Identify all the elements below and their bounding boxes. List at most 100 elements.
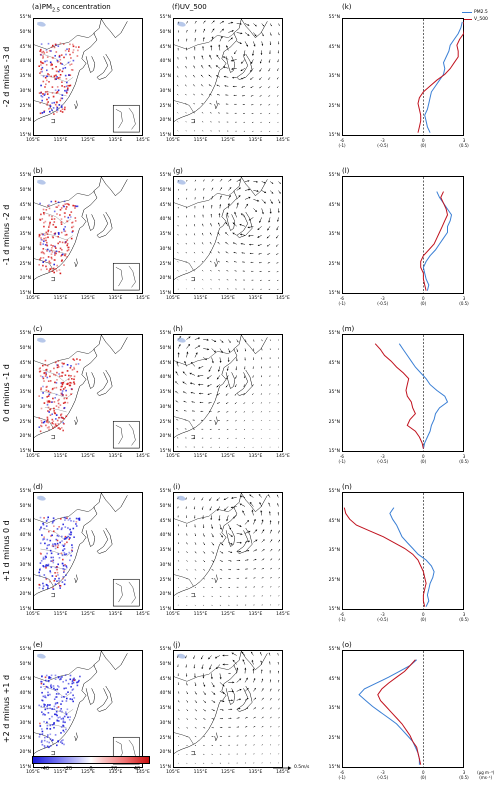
uv500-map-lon-tick: 105°E: [166, 770, 180, 775]
profile-lat-tick: 55°N: [328, 331, 340, 336]
pm25-map-lon-tick: 105°E: [26, 296, 40, 301]
pm25-map-lat-tick: 45°N: [19, 360, 31, 366]
pm25-map-lon-tick: 145°E: [136, 296, 150, 301]
uv500-wind-map: [174, 19, 280, 132]
uv500-map-lon-tick: 105°E: [166, 612, 180, 617]
profile-x-tick-bottom: (-1): [338, 617, 346, 622]
uv500-map-lat-tick: 15°N: [159, 291, 171, 296]
profile-lat-tick: 45°N: [328, 518, 340, 524]
profile-x-tick-bottom: (0.5): [459, 617, 469, 622]
uv500-map-lat-tick: 15°N: [159, 765, 171, 770]
uv500-map-lat-tick: 30°N: [159, 246, 171, 252]
profile-x-tick-bottom: (0.5): [459, 459, 469, 464]
pm25-map-lat-tick: 25°N: [19, 735, 31, 741]
profile-lat-tick: 45°N: [328, 44, 340, 50]
profile-units-wind: (ms⁻¹): [479, 775, 493, 780]
profile-x-tick-top: 0: [422, 454, 425, 459]
pm25-map-lon-tick: 115°E: [53, 770, 68, 775]
profile-x-tick: -3 (-0.5): [377, 138, 388, 148]
pm25-map-lat-tick: 30°N: [19, 562, 31, 568]
pm25-map-lat-tick: 25°N: [19, 577, 31, 583]
uv500-map-lon-tick: 115°E: [193, 612, 208, 617]
uv500-map-lat-tick: 35°N: [159, 548, 171, 553]
profile-lat-tick: 55°N: [328, 173, 340, 178]
pm25-map-lat-tick: 25°N: [19, 419, 31, 425]
profile-x-tick-top: 3: [462, 770, 466, 775]
profile-x-tick-top: 3: [462, 296, 466, 301]
profile-x-tick-bottom: (-0.5): [377, 301, 389, 306]
profile-x-tick: -6 (-1): [338, 612, 345, 622]
pm25-profile-line: [424, 21, 463, 133]
uv500-map-lat-tick: 25°N: [159, 735, 171, 741]
panel-letter: (i): [173, 483, 181, 491]
profile-x-tick-bottom: (-1): [338, 143, 346, 148]
pm25-map-lon-tick: 135°E: [108, 454, 123, 459]
pm25-map-lon-tick: 125°E: [81, 770, 95, 775]
pm25-map-panel: [33, 334, 143, 452]
profile-x-tick-bottom: (-1): [338, 775, 346, 780]
profile-x-tick: 0 (0): [420, 138, 426, 148]
pm25-map-lat-tick: 15°N: [19, 291, 31, 296]
pm25-map-lat-tick: 35°N: [19, 706, 31, 711]
uv500-map-lon-tick: 105°E: [166, 454, 180, 459]
pm25-map-lat-tick: 45°N: [19, 202, 31, 208]
title-uv500-column: (f)UV_500: [172, 3, 207, 11]
pm25-map-lat-tick: 55°N: [19, 489, 31, 494]
uv500-map-lat-tick: 45°N: [159, 360, 171, 366]
row-label: +2 d minus +1 d: [2, 674, 11, 744]
uv500-map-lat-tick: 50°N: [159, 345, 171, 351]
profile-x-tick-bottom: (-0.5): [377, 143, 389, 148]
pm25-map-lon-tick: 135°E: [108, 296, 123, 301]
pm25-map-lon-tick: 105°E: [26, 770, 40, 775]
uv500-wind-map: [174, 651, 280, 764]
pm25-map-lat-tick: 40°N: [19, 533, 31, 539]
profile-lat-tick: 35°N: [328, 74, 340, 79]
profile-panel: [342, 492, 464, 610]
pm25-map-lat-tick: 30°N: [19, 720, 31, 726]
profile-x-tick-top: 0: [422, 296, 425, 301]
profile-x-tick-top: -3: [380, 770, 385, 775]
profile-x-tick-bottom: (0.5): [459, 301, 469, 306]
profile-x-tick-top: 3: [462, 454, 466, 459]
pm25-map-lat-tick: 45°N: [19, 518, 31, 524]
uv500-map-lat-tick: 30°N: [159, 88, 171, 94]
uv500-map-lat-tick: 50°N: [159, 503, 171, 509]
uv500-map-lat-tick: 55°N: [159, 15, 171, 20]
pm25-map-lon-tick: 115°E: [53, 612, 68, 617]
profile-x-tick-top: -6: [339, 454, 344, 459]
pm25-map-lat-tick: 50°N: [19, 503, 31, 509]
uv500-wind-map: [174, 335, 279, 448]
profile-chart: [358, 651, 424, 768]
pm25-map-lat-tick: 15°N: [19, 765, 31, 770]
profile-lat-tick: 25°N: [328, 577, 340, 583]
pm25-map: [34, 19, 140, 133]
pm25-map-lat-tick: 35°N: [19, 74, 31, 79]
pm25-map-panel: [33, 18, 143, 136]
profile-x-tick: -6 (-1): [338, 138, 345, 148]
panel-letter: (d): [33, 483, 43, 491]
pm25-map-lon-tick: 115°E: [53, 138, 68, 143]
uv500-map-lat-tick: 45°N: [159, 676, 171, 682]
profile-lat-tick: 35°N: [328, 390, 340, 395]
legend-pm25-label: PM2.5: [474, 10, 488, 15]
v500-profile-line: [417, 21, 464, 133]
pm25-map-lat-tick: 55°N: [19, 331, 31, 336]
pm25-map-lat-tick: 50°N: [19, 661, 31, 667]
colorbar-tick: -40: [40, 766, 50, 772]
profile-x-tick-bottom: (-0.5): [377, 775, 389, 780]
pm25-map-lat-tick: 40°N: [19, 59, 31, 65]
profile-x-tick-bottom: (0): [420, 775, 427, 780]
profile-x-tick: -6 (-1): [338, 296, 345, 306]
profile-lat-tick: 45°N: [328, 676, 340, 682]
v500-profile-line: [377, 659, 422, 765]
pm25-map-lon-tick: 105°E: [26, 454, 40, 459]
colorbar-tick: 40: [133, 766, 141, 772]
profile-lat-tick: 35°N: [328, 706, 340, 711]
profile-x-tick: 3 (0.5): [459, 454, 468, 464]
uv500-map-lat-tick: 40°N: [159, 375, 171, 381]
pm25-map-lat-tick: 55°N: [19, 15, 31, 20]
profile-x-tick: -3 (-0.5): [377, 454, 388, 464]
uv500-map-lat-tick: 15°N: [159, 133, 171, 138]
uv500-map-lon-tick: 135°E: [248, 296, 263, 301]
pm25-map-lon-tick: 135°E: [108, 138, 123, 143]
